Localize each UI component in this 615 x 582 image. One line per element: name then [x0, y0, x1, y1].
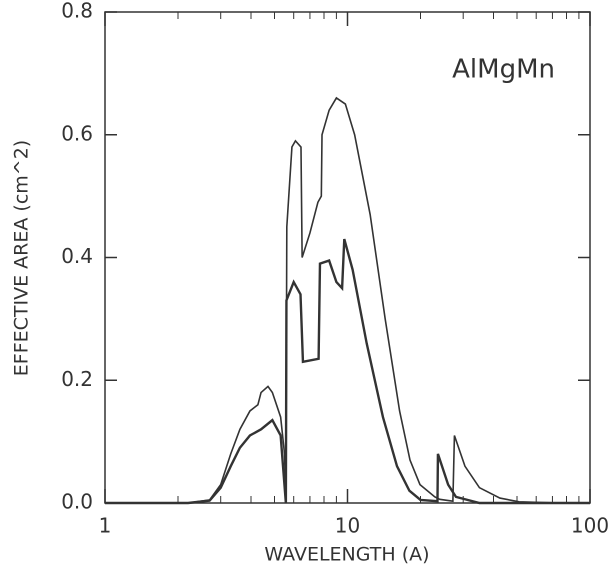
x-tick-label: 100	[571, 514, 609, 538]
series-line	[105, 238, 590, 505]
x-tick-label: 1	[99, 514, 112, 538]
x-axis-label: WAVELENGTH (A)	[264, 544, 429, 566]
y-tick-label: 0.4	[61, 244, 93, 268]
series-line	[105, 96, 590, 504]
y-axis-label: EFFECTIVE AREA (cm^2)	[11, 140, 33, 376]
y-tick-label: 0.6	[61, 121, 93, 145]
annotation: AlMgMn	[452, 55, 555, 85]
y-tick-label: 0.0	[61, 490, 93, 514]
plot-frame	[104, 11, 591, 504]
y-tick-label: 0.2	[61, 367, 93, 391]
x-tick-label: 10	[335, 514, 360, 538]
y-tick-label: 0.8	[61, 0, 93, 23]
